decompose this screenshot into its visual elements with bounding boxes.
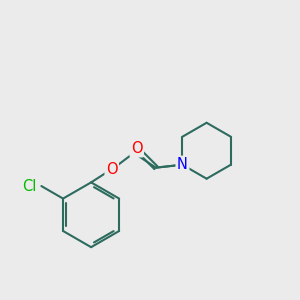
- Text: O: O: [131, 141, 142, 156]
- Text: O: O: [106, 162, 118, 177]
- Text: N: N: [177, 157, 188, 172]
- Text: N: N: [177, 157, 188, 172]
- Text: Cl: Cl: [22, 178, 37, 194]
